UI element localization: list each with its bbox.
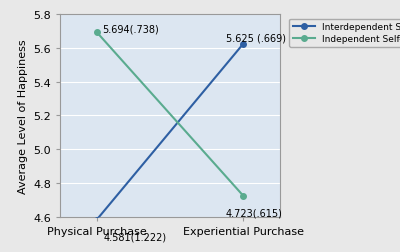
Text: 5.694(.738): 5.694(.738) xyxy=(102,25,159,35)
Text: 5.625 (.669): 5.625 (.669) xyxy=(226,33,286,43)
Y-axis label: Average Level of Happiness: Average Level of Happiness xyxy=(18,39,28,193)
Text: 4.723(.615): 4.723(.615) xyxy=(226,208,283,218)
Legend: Interdependent Self-Construal, Independent Self-Construal: Interdependent Self-Construal, Independe… xyxy=(289,20,400,47)
Text: 4.581(1.222): 4.581(1.222) xyxy=(104,232,167,242)
